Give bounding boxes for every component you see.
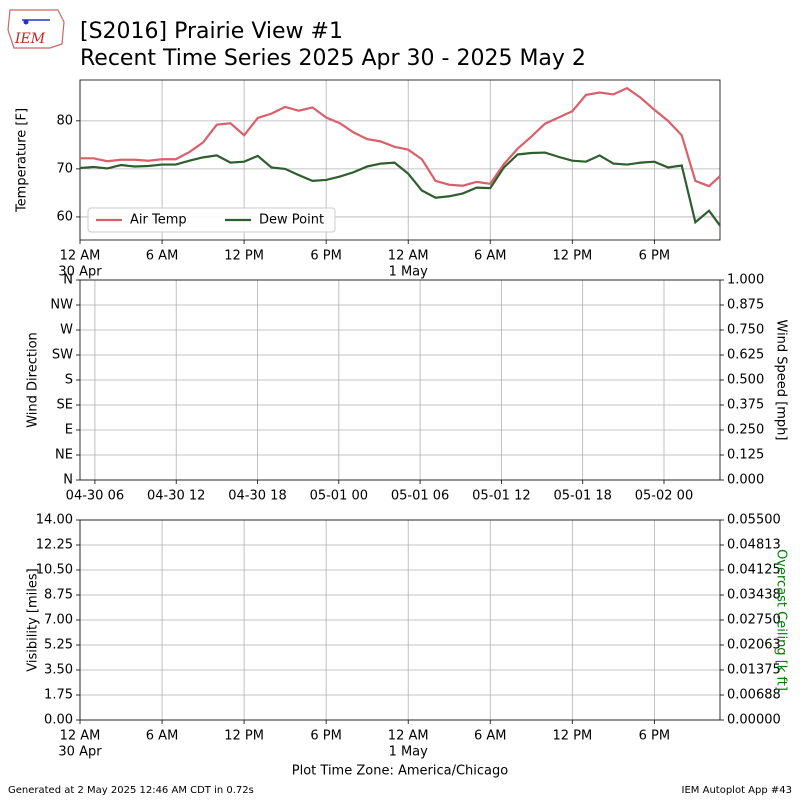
y-tick-label: 10.50 (36, 563, 73, 578)
y2-tick-label: 0.500 (727, 373, 764, 388)
x-tick-label: 12 PM (224, 249, 264, 264)
y-tick-label: 80 (56, 113, 73, 128)
y-tick-label: 12.25 (36, 538, 73, 553)
x-tick-label: 6 PM (310, 249, 341, 264)
y-tick-label: W (60, 323, 73, 338)
x-tick-label: 6 AM (146, 729, 179, 744)
y2-tick-label: 0.02750 (727, 613, 781, 628)
plot-frame (79, 279, 721, 481)
x-tick-label: 05-01 18 (553, 489, 611, 504)
y-tick-label: 14.00 (36, 513, 73, 528)
y-tick-label: SW (52, 348, 73, 363)
y-tick-label: SE (57, 398, 73, 413)
y2-tick-label: 0.375 (727, 398, 764, 413)
y2-tick-label: 0.000 (727, 473, 764, 488)
x-tick-label: 12 PM (224, 729, 264, 744)
y-tick-label: 8.75 (44, 588, 73, 603)
y2-tick-label: 0.125 (727, 448, 764, 463)
x-tick-date: 30 Apr (58, 745, 102, 760)
plot-frame (79, 79, 721, 241)
y2-tick-label: 0.04813 (727, 538, 781, 553)
y-axis-label: Wind Direction (26, 332, 41, 428)
y2-tick-label: 0.625 (727, 348, 764, 363)
x-tick-date: 30 Apr (58, 265, 102, 280)
y-tick-label: 7.00 (44, 613, 73, 628)
footer-right: IEM Autoplot App #43 (682, 785, 792, 796)
y-tick-label: NW (50, 298, 73, 313)
y-axis-label: Visibility [miles] (26, 568, 41, 671)
x-tick-date: 1 May (389, 745, 429, 760)
x-tick-label: 12 PM (552, 729, 592, 744)
x-tick-label: 12 AM (60, 729, 101, 744)
plot-frame (79, 519, 721, 721)
y2-tick-label: 0.250 (727, 423, 764, 438)
y2-axis-label: Overcast Ceiling [k ft] (774, 549, 789, 691)
series-line (79, 151, 721, 227)
y-tick-label: N (63, 273, 73, 288)
logo: IEM (7, 9, 65, 49)
y-tick-label: 70 (56, 161, 73, 176)
x-tick-label: 05-01 06 (391, 489, 449, 504)
footer-left: Generated at 2 May 2025 12:46 AM CDT in … (8, 785, 254, 796)
y-tick-label: N (63, 473, 73, 488)
y2-tick-label: 0.01375 (727, 663, 781, 678)
y2-tick-label: 0.05500 (727, 513, 781, 528)
y2-tick-label: 0.04125 (727, 563, 781, 578)
y2-tick-label: 0.750 (727, 323, 764, 338)
x-tick-label: 6 PM (310, 729, 341, 744)
x-tick-label: 05-01 12 (472, 489, 530, 504)
y2-tick-label: 0.875 (727, 298, 764, 313)
legend-label: Air Temp (130, 213, 187, 228)
logo-icon (23, 19, 29, 25)
title: [S2016] Prairie View #1 (80, 19, 343, 44)
x-tick-label: 05-02 00 (635, 489, 693, 504)
y2-tick-label: 0.00688 (727, 688, 781, 703)
y-tick-label: 3.50 (44, 663, 73, 678)
x-tick-label: 6 PM (639, 729, 670, 744)
y2-axis-label: Wind Speed [mph] (774, 320, 789, 441)
y-tick-label: S (65, 373, 73, 388)
legend-label: Dew Point (259, 213, 324, 228)
x-tick-label: 05-01 00 (310, 489, 368, 504)
x-tick-label: 6 AM (474, 249, 507, 264)
y-tick-label: 1.75 (44, 688, 73, 703)
subtitle: Recent Time Series 2025 Apr 30 - 2025 Ma… (80, 46, 586, 71)
x-tick-label: 6 AM (474, 729, 507, 744)
y-tick-label: 0.00 (44, 713, 73, 728)
y-tick-label: 60 (56, 209, 73, 224)
x-tick-label: 04-30 18 (228, 489, 286, 504)
series-line (80, 86, 721, 188)
y2-tick-label: 0.02063 (727, 638, 781, 653)
x-tick-label: 12 AM (388, 729, 429, 744)
y-axis-label: Temperature [F] (15, 108, 30, 213)
x-tick-label: 6 PM (639, 249, 670, 264)
x-axis-label: Plot Time Zone: America/Chicago (292, 764, 508, 779)
y2-tick-label: 1.000 (727, 273, 764, 288)
x-tick-label: 6 AM (146, 249, 179, 264)
x-tick-label: 04-30 12 (147, 489, 205, 504)
logo-text: IEM (14, 31, 46, 47)
x-tick-label: 12 AM (388, 249, 429, 264)
x-tick-date: 1 May (389, 265, 429, 280)
x-tick-label: 04-30 06 (66, 489, 124, 504)
y2-tick-label: 0.03438 (727, 588, 781, 603)
x-tick-label: 12 AM (60, 249, 101, 264)
y-tick-label: E (65, 423, 73, 438)
y-tick-label: 5.25 (44, 638, 73, 653)
legend-box (87, 207, 336, 233)
x-tick-label: 12 PM (552, 249, 592, 264)
y-tick-label: NE (55, 448, 73, 463)
y2-tick-label: 0.00000 (727, 713, 781, 728)
